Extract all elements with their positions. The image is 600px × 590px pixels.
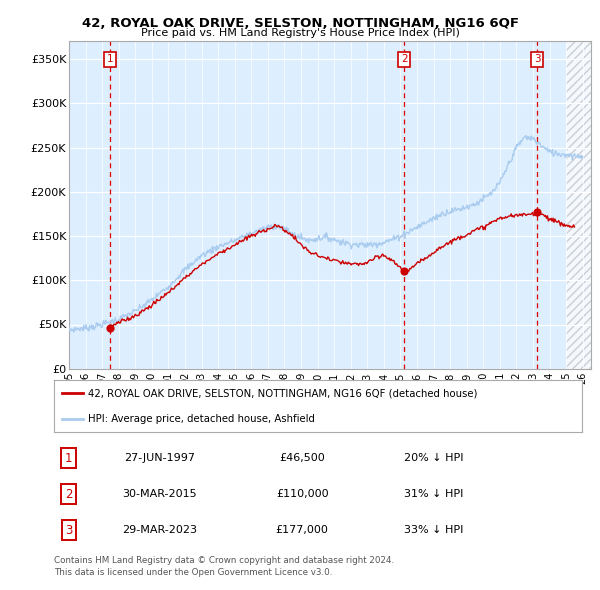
- Text: 3: 3: [533, 54, 540, 64]
- Text: Contains HM Land Registry data © Crown copyright and database right 2024.: Contains HM Land Registry data © Crown c…: [54, 556, 394, 565]
- Text: This data is licensed under the Open Government Licence v3.0.: This data is licensed under the Open Gov…: [54, 568, 332, 576]
- Text: 33% ↓ HPI: 33% ↓ HPI: [404, 525, 464, 535]
- Text: 2: 2: [65, 487, 73, 501]
- Text: HPI: Average price, detached house, Ashfield: HPI: Average price, detached house, Ashf…: [88, 414, 315, 424]
- Text: Price paid vs. HM Land Registry's House Price Index (HPI): Price paid vs. HM Land Registry's House …: [140, 28, 460, 38]
- Text: £177,000: £177,000: [276, 525, 329, 535]
- Text: 3: 3: [65, 524, 73, 537]
- Text: 20% ↓ HPI: 20% ↓ HPI: [404, 453, 464, 463]
- Text: 30-MAR-2015: 30-MAR-2015: [122, 489, 197, 499]
- Text: 42, ROYAL OAK DRIVE, SELSTON, NOTTINGHAM, NG16 6QF (detached house): 42, ROYAL OAK DRIVE, SELSTON, NOTTINGHAM…: [88, 388, 478, 398]
- Text: 1: 1: [65, 451, 73, 464]
- Text: 31% ↓ HPI: 31% ↓ HPI: [404, 489, 464, 499]
- Text: 27-JUN-1997: 27-JUN-1997: [124, 453, 195, 463]
- Point: [400, 267, 409, 276]
- Text: £46,500: £46,500: [279, 453, 325, 463]
- Text: 29-MAR-2023: 29-MAR-2023: [122, 525, 197, 535]
- Text: 1: 1: [107, 54, 113, 64]
- Text: 2: 2: [401, 54, 408, 64]
- Point: [532, 208, 542, 217]
- Point: [105, 323, 115, 332]
- Text: £110,000: £110,000: [276, 489, 328, 499]
- Text: 42, ROYAL OAK DRIVE, SELSTON, NOTTINGHAM, NG16 6QF: 42, ROYAL OAK DRIVE, SELSTON, NOTTINGHAM…: [82, 17, 518, 30]
